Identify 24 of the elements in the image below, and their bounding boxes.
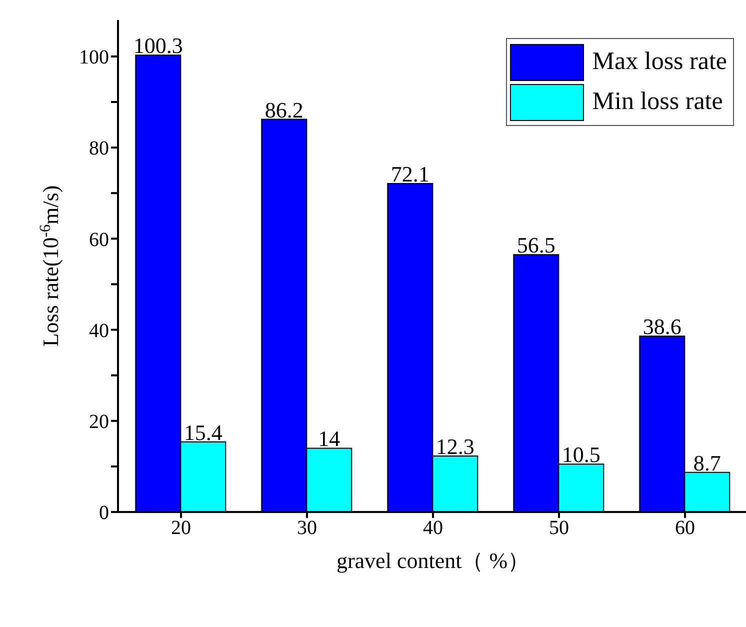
data-label: 15.4 xyxy=(184,420,222,445)
legend-label: Min loss rate xyxy=(592,88,723,116)
legend-label: Max loss rate xyxy=(592,48,727,76)
x-tick-label: 20 xyxy=(171,517,191,540)
y-tick-label: 40 xyxy=(89,320,109,342)
data-label: 8.7 xyxy=(693,450,721,476)
x-tick-label: 60 xyxy=(675,517,695,540)
data-label: 100.3 xyxy=(133,33,183,58)
y-tick-label: 20 xyxy=(89,410,109,433)
data-label: 12.3 xyxy=(436,434,474,459)
x-axis-title: gravel content（ %） xyxy=(336,548,530,573)
x-tick-label: 40 xyxy=(423,517,443,540)
y-tick-label: 80 xyxy=(89,138,109,160)
x-tick-label: 50 xyxy=(549,517,569,540)
data-label: 86.2 xyxy=(264,97,304,122)
y-tick-label: 0 xyxy=(99,502,109,524)
x-tick-label: 30 xyxy=(297,517,317,540)
data-label: 72.1 xyxy=(390,162,430,187)
y-tick-label: 60 xyxy=(89,228,109,251)
y-tick-label: 100 xyxy=(79,46,109,69)
data-label: 14 xyxy=(318,426,340,452)
data-label: 56.5 xyxy=(516,232,556,258)
data-label: 38.6 xyxy=(642,314,682,340)
data-label: 10.5 xyxy=(562,442,600,468)
